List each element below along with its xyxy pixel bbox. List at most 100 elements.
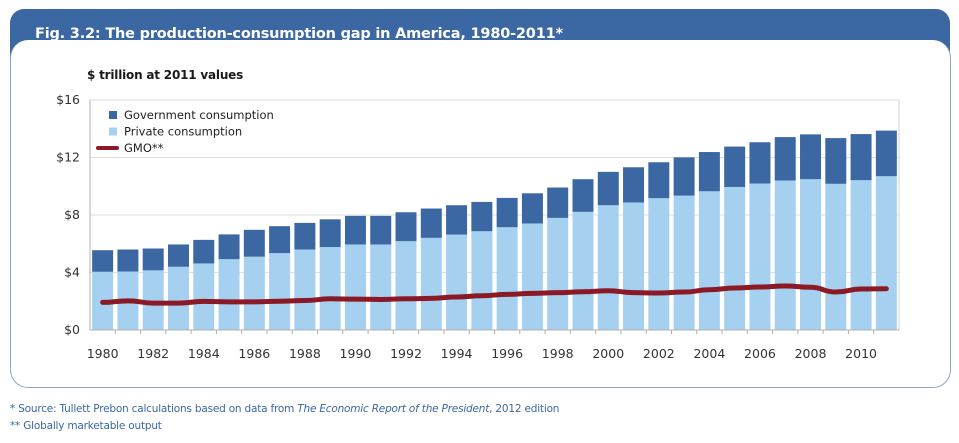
bar-private-2003 bbox=[673, 195, 695, 330]
bar-government-1983 bbox=[167, 244, 189, 267]
x-tick-label: 1990 bbox=[340, 346, 372, 361]
bar-government-2000 bbox=[597, 171, 619, 206]
bar-government-2002 bbox=[648, 162, 670, 199]
y-tick-label: $12 bbox=[56, 150, 80, 165]
x-tick-label: 1980 bbox=[87, 346, 119, 361]
bar-government-1985 bbox=[218, 234, 240, 260]
bar-government-1997 bbox=[521, 193, 543, 224]
bar-private-2010 bbox=[850, 180, 872, 330]
bar-government-1982 bbox=[142, 248, 164, 271]
legend-label-government: Government consumption bbox=[124, 108, 274, 122]
gmo-line-group bbox=[100, 283, 889, 306]
gmo-line bbox=[100, 283, 889, 306]
x-tick-label: 1998 bbox=[542, 346, 574, 361]
bar-private-2008 bbox=[800, 179, 822, 330]
bar-private-1987 bbox=[269, 253, 291, 330]
bar-government-1981 bbox=[117, 249, 139, 272]
y-tick-label: $0 bbox=[64, 322, 80, 337]
bar-government-2001 bbox=[623, 167, 645, 203]
bar-government-2005 bbox=[724, 146, 746, 187]
bar-private-1990 bbox=[344, 244, 366, 330]
bar-government-1996 bbox=[496, 197, 518, 228]
bar-government-2010 bbox=[850, 134, 872, 181]
y-tick-label: $16 bbox=[56, 92, 80, 107]
source-suffix: , 2012 edition bbox=[489, 403, 560, 415]
bar-government-1984 bbox=[193, 239, 215, 264]
bar-government-1988 bbox=[294, 222, 316, 250]
bar-private-2009 bbox=[825, 183, 847, 330]
figure-title: Fig. 3.2: The production-consumption gap… bbox=[35, 26, 563, 42]
bar-government-1992 bbox=[395, 212, 417, 242]
bar-government-2004 bbox=[698, 152, 720, 192]
y-tick-label: $8 bbox=[64, 207, 80, 222]
legend-swatch-government bbox=[109, 111, 117, 119]
x-tick-label: 1988 bbox=[289, 346, 321, 361]
bar-private-1989 bbox=[319, 247, 341, 330]
bar-private-1992 bbox=[395, 241, 417, 330]
bar-government-2006 bbox=[749, 142, 771, 184]
bars bbox=[92, 130, 897, 330]
bar-government-1993 bbox=[420, 208, 442, 238]
bar-private-2004 bbox=[698, 191, 720, 330]
bar-government-2007 bbox=[774, 137, 796, 181]
bar-private-1995 bbox=[471, 231, 493, 330]
bar-private-2002 bbox=[648, 198, 670, 330]
bar-government-1990 bbox=[344, 215, 366, 245]
bar-private-1984 bbox=[193, 263, 215, 330]
gmo-footnote: ** Globally marketable output bbox=[10, 420, 162, 432]
x-tick-label: 2002 bbox=[643, 346, 675, 361]
bar-private-1993 bbox=[420, 237, 442, 330]
bar-private-1997 bbox=[521, 223, 543, 330]
bar-government-1987 bbox=[269, 226, 291, 254]
bar-private-1999 bbox=[572, 211, 594, 330]
x-tick-label: 1986 bbox=[238, 346, 270, 361]
legend-label-private: Private consumption bbox=[124, 125, 242, 139]
source-footnote: * Source: Tullett Prebon calculations ba… bbox=[10, 403, 559, 415]
bar-private-1991 bbox=[370, 244, 392, 330]
legend-swatch-private bbox=[109, 127, 117, 136]
bar-private-1994 bbox=[446, 234, 468, 330]
bar-government-1998 bbox=[547, 187, 569, 218]
bar-private-2011 bbox=[875, 176, 897, 330]
bar-government-1995 bbox=[471, 201, 493, 232]
bar-government-1994 bbox=[446, 205, 468, 235]
x-tick-label: 1994 bbox=[441, 346, 473, 361]
bar-private-1982 bbox=[142, 270, 164, 330]
x-tick-label: 2010 bbox=[845, 346, 877, 361]
bar-private-2001 bbox=[623, 202, 645, 330]
source-title: The Economic Report of the President bbox=[297, 403, 490, 415]
bar-government-1999 bbox=[572, 179, 594, 212]
bar-private-1996 bbox=[496, 227, 518, 330]
axes: $0 $4 $8 $12 $16 1980 1982 1984 1986 1988 1990 1992… bbox=[56, 92, 899, 361]
x-tick-label: 2006 bbox=[744, 346, 776, 361]
legend: Government consumption Private consumptio… bbox=[96, 108, 274, 155]
bar-private-1986 bbox=[243, 256, 265, 330]
bar-government-2009 bbox=[825, 138, 847, 184]
bar-private-1985 bbox=[218, 259, 240, 330]
bar-private-1998 bbox=[547, 217, 569, 330]
bar-government-2003 bbox=[673, 157, 695, 196]
bar-private-2000 bbox=[597, 205, 619, 330]
bar-government-1980 bbox=[92, 250, 114, 272]
bar-private-1983 bbox=[167, 266, 189, 330]
x-tick-label: 2004 bbox=[693, 346, 725, 361]
bar-private-2007 bbox=[774, 180, 796, 330]
x-tick-label: 2008 bbox=[795, 346, 827, 361]
bar-government-2011 bbox=[875, 130, 897, 177]
bar-government-1989 bbox=[319, 219, 341, 248]
bar-government-2008 bbox=[800, 134, 822, 180]
bar-government-1986 bbox=[243, 229, 265, 257]
bar-private-2005 bbox=[724, 186, 746, 330]
bar-government-1991 bbox=[370, 215, 392, 245]
x-tick-label: 1992 bbox=[390, 346, 422, 361]
legend-label-gmo: GMO** bbox=[124, 141, 164, 155]
y-tick-label: $4 bbox=[64, 265, 80, 280]
x-tick-label: 1996 bbox=[491, 346, 523, 361]
x-tick-label: 1984 bbox=[188, 346, 220, 361]
x-tick-label: 1982 bbox=[137, 346, 169, 361]
bar-private-1988 bbox=[294, 249, 316, 330]
bar-private-2006 bbox=[749, 183, 771, 330]
source-prefix: * Source: Tullett Prebon calculations ba… bbox=[10, 403, 298, 415]
x-tick-label: 2000 bbox=[592, 346, 624, 361]
